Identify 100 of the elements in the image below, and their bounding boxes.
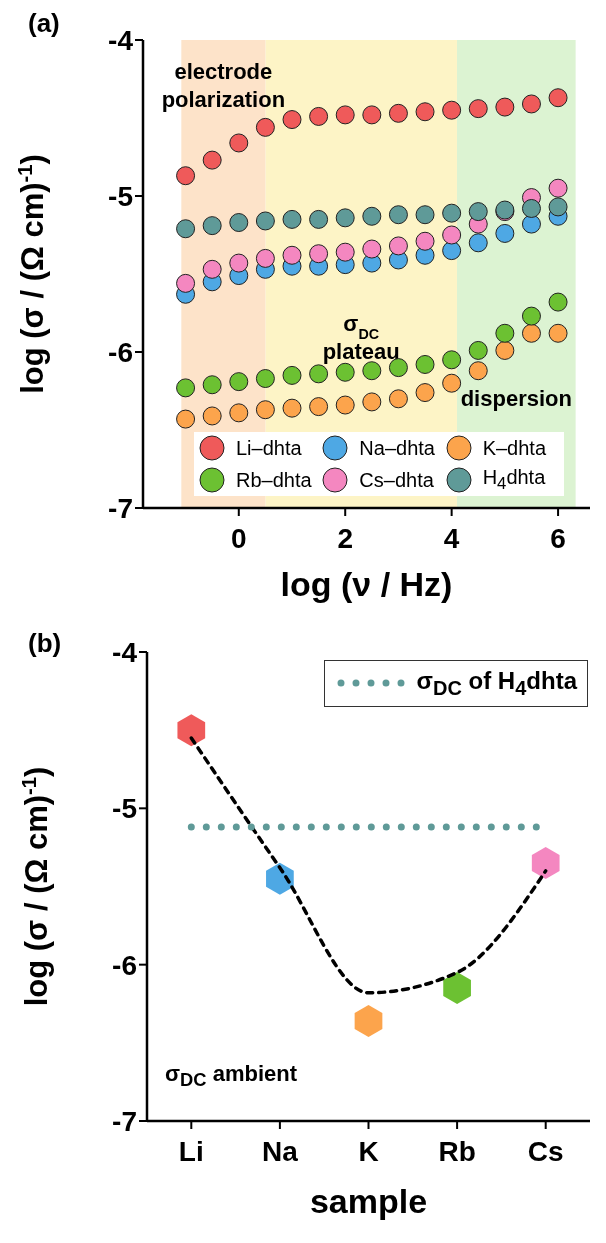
point <box>548 323 568 343</box>
x-axis-title: sample <box>309 1182 428 1220</box>
point <box>442 373 462 393</box>
point <box>176 166 196 186</box>
point <box>548 197 568 217</box>
point <box>468 233 488 253</box>
point <box>202 406 222 426</box>
point <box>335 395 355 415</box>
point <box>229 213 249 233</box>
point <box>176 219 196 239</box>
y-tick-label: -5 <box>112 793 137 825</box>
legend-label: σ$_{DC}$ of H$_{4}$dhta <box>416 667 577 700</box>
y-tick-label: -7 <box>112 1105 137 1137</box>
point <box>335 242 355 262</box>
point <box>229 253 249 273</box>
point <box>415 354 435 374</box>
band-label: dispersion <box>460 386 572 412</box>
legend-label: Li–dhta <box>236 436 302 460</box>
point <box>388 103 408 123</box>
point <box>495 340 515 360</box>
point <box>255 369 275 389</box>
x-tick-label: K <box>358 1135 379 1167</box>
point <box>548 178 568 198</box>
point <box>495 323 515 343</box>
legend-label: Rb–dhta <box>236 468 312 492</box>
point <box>531 847 560 880</box>
y-tick-label: -6 <box>112 949 137 981</box>
point <box>309 106 329 126</box>
point <box>202 375 222 395</box>
x-tick-label: Rb <box>438 1135 476 1167</box>
point <box>468 340 488 360</box>
point <box>415 102 435 122</box>
x-tick-label: Li <box>178 1135 204 1167</box>
point <box>176 273 196 293</box>
point <box>335 362 355 382</box>
y-tick-label: -4 <box>112 636 138 668</box>
point <box>521 306 541 326</box>
point <box>202 216 222 236</box>
point <box>442 203 462 223</box>
point <box>468 361 488 381</box>
point <box>255 211 275 231</box>
x-axis-title: log (ν / Hz) <box>280 565 453 603</box>
point <box>255 400 275 420</box>
x-tick-label: 6 <box>550 522 566 554</box>
point <box>415 205 435 225</box>
y-tick-label: -5 <box>108 180 133 212</box>
point <box>362 206 382 226</box>
point <box>354 1004 383 1037</box>
point <box>388 236 408 256</box>
point <box>362 392 382 412</box>
x-tick-label: 4 <box>443 522 460 554</box>
point <box>202 259 222 279</box>
point <box>282 365 302 385</box>
point <box>548 88 568 108</box>
y-tick-label: -7 <box>108 492 133 524</box>
point <box>442 225 462 245</box>
point <box>309 364 329 384</box>
x-tick-label: 0 <box>231 522 247 554</box>
point <box>388 389 408 409</box>
x-tick-label: Cs <box>527 1135 564 1167</box>
point <box>282 245 302 265</box>
point <box>335 208 355 228</box>
legend-label: H$_{4}$dhta <box>482 466 546 494</box>
y-tick-label: -6 <box>108 336 133 368</box>
point <box>415 231 435 251</box>
point <box>255 248 275 268</box>
point <box>442 350 462 370</box>
point <box>521 198 541 218</box>
legend-label: Cs–dhta <box>359 468 434 492</box>
band-label: electrode polarization <box>161 58 286 112</box>
point <box>309 244 329 264</box>
point <box>282 398 302 418</box>
point <box>388 205 408 225</box>
annotation: σ$_{DC}$ ambient <box>165 1061 298 1092</box>
point <box>255 117 275 137</box>
text: (b) <box>28 628 62 659</box>
legend-label: Na–dhta <box>359 436 435 460</box>
point <box>521 323 541 343</box>
point <box>177 714 206 747</box>
point <box>495 97 515 117</box>
x-tick-label: Na <box>262 1135 299 1167</box>
point <box>362 105 382 125</box>
point <box>229 403 249 423</box>
point <box>521 214 541 234</box>
point <box>309 397 329 417</box>
point <box>229 133 249 153</box>
point <box>548 292 568 312</box>
point <box>176 378 196 398</box>
point <box>442 241 462 261</box>
point <box>176 409 196 429</box>
point <box>521 94 541 114</box>
point <box>495 223 515 243</box>
point <box>309 209 329 229</box>
band-label: σ$_{DC}$ plateau <box>322 311 400 365</box>
point <box>468 202 488 222</box>
point <box>282 209 302 229</box>
point <box>282 110 302 130</box>
point <box>442 100 462 120</box>
y-tick-label: -4 <box>108 24 134 56</box>
point <box>443 972 471 1005</box>
